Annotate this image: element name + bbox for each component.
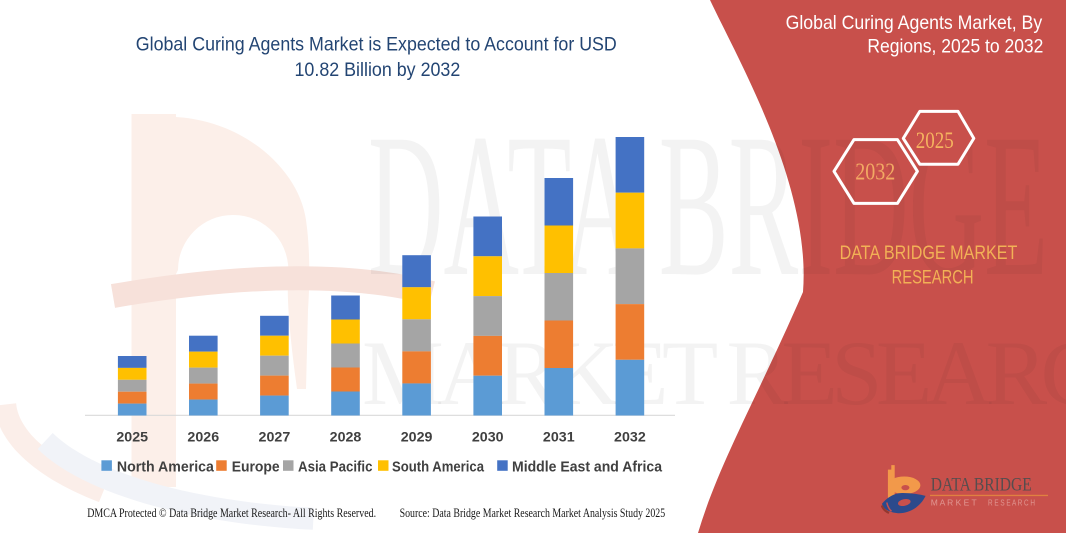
svg-text:2025: 2025 <box>116 428 148 444</box>
svg-text:2031: 2031 <box>543 428 575 444</box>
svg-text:2028: 2028 <box>330 428 362 444</box>
svg-text:DATA BRIDGE MARKET: DATA BRIDGE MARKET <box>840 243 1018 264</box>
svg-text:DMCA Protected © Data Bridge M: DMCA Protected © Data Bridge Market Rese… <box>87 506 376 520</box>
svg-text:RESEARCH: RESEARCH <box>892 268 974 289</box>
svg-text:Regions, 2025 to 2032: Regions, 2025 to 2032 <box>867 35 1043 57</box>
svg-text:2029: 2029 <box>401 428 433 444</box>
svg-text:2027: 2027 <box>259 428 291 444</box>
svg-text:10.82 Billion by 2032: 10.82 Billion by 2032 <box>295 59 461 81</box>
svg-text:2032: 2032 <box>614 428 646 444</box>
svg-text:2032: 2032 <box>855 160 895 186</box>
svg-text:M A R K E T: M A R K E T <box>931 498 977 508</box>
svg-text:2025: 2025 <box>916 128 954 153</box>
svg-text:Global Curing Agents Market is: Global Curing Agents Market is Expected … <box>136 34 617 56</box>
svg-text:Asia Pacific: Asia Pacific <box>298 458 373 475</box>
svg-text:2026: 2026 <box>187 428 219 444</box>
svg-text:Middle East and Africa: Middle East and Africa <box>512 458 663 475</box>
svg-text:MARKET RESEARCH: MARKET RESEARCH <box>362 322 1066 424</box>
svg-text:Global Curing Agents Market, B: Global Curing Agents Market, By <box>786 12 1043 34</box>
svg-text:South America: South America <box>392 458 485 475</box>
svg-text:Europe: Europe <box>232 458 280 475</box>
svg-text:R E S E A R C H: R E S E A R C H <box>988 498 1035 508</box>
svg-text:DATA BRIDGE: DATA BRIDGE <box>931 475 1032 496</box>
svg-text:Source: Data Bridge Market Res: Source: Data Bridge Market Research Mark… <box>400 506 666 520</box>
svg-text:North America: North America <box>117 458 215 475</box>
svg-text:2030: 2030 <box>472 428 504 444</box>
